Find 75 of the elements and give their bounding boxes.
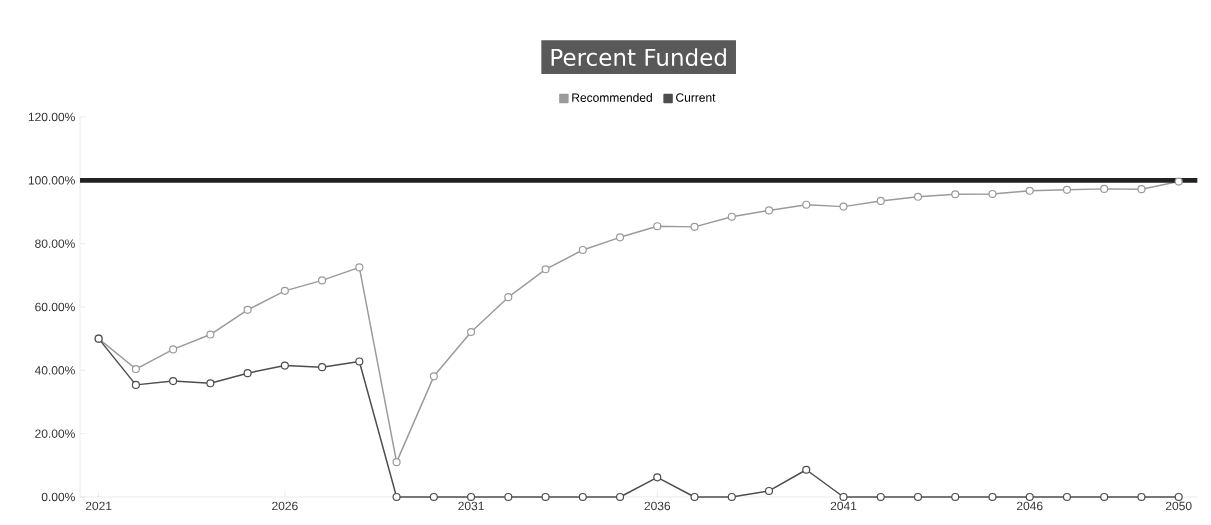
y-tick-label: 80.00%: [35, 239, 75, 248]
y-tick-label: 60.00%: [35, 302, 75, 312]
point: [913, 492, 923, 502]
x-tick-label: 2050: [1165, 501, 1192, 511]
point: [653, 222, 662, 231]
point: [318, 276, 327, 285]
point: [467, 492, 476, 502]
point: [690, 222, 699, 231]
point: [1025, 186, 1034, 195]
point: [802, 200, 811, 209]
point: [1100, 492, 1109, 502]
point: [169, 377, 178, 386]
x-tick-label: 2021: [85, 501, 112, 511]
point: [1137, 492, 1146, 502]
point: [913, 192, 923, 201]
point: [243, 369, 252, 378]
point: [392, 458, 401, 467]
point: [355, 357, 364, 366]
point: [169, 345, 178, 354]
y-tick-label: 20.00%: [35, 429, 75, 438]
point: [206, 330, 215, 339]
y-tick-label: 40.00%: [34, 366, 75, 375]
point: [541, 492, 550, 502]
point: [131, 364, 140, 374]
point: [206, 379, 215, 388]
point: [355, 263, 364, 272]
point: [690, 492, 699, 502]
legend-label: Recommended: [572, 93, 652, 102]
point: [764, 206, 774, 215]
point: [541, 265, 550, 274]
x-tick-label: 2026: [272, 501, 298, 511]
point: [1174, 177, 1183, 186]
point: [615, 233, 625, 242]
point: [951, 190, 960, 199]
point: [839, 492, 848, 502]
point: [988, 189, 997, 199]
x-tick-label: 2036: [644, 501, 671, 511]
point: [467, 327, 476, 337]
point: [727, 212, 736, 221]
point: [727, 492, 736, 502]
legend-label: Current: [676, 93, 716, 102]
point: [429, 372, 438, 381]
point: [1137, 185, 1146, 194]
y-tick-label: 120.00%: [28, 112, 75, 122]
y-tick-label: 0.00%: [41, 492, 75, 502]
x-tick-label: 2041: [830, 501, 857, 511]
point: [653, 473, 662, 482]
point: [1062, 185, 1072, 194]
point: [988, 492, 997, 502]
point: [764, 486, 774, 496]
point: [131, 380, 140, 389]
x-tick-label: 2046: [1016, 501, 1043, 511]
point: [392, 492, 401, 502]
point: [615, 492, 625, 502]
point: [1025, 492, 1034, 502]
chart-title: Percent Funded: [551, 48, 726, 67]
point: [578, 492, 587, 502]
point: [1174, 492, 1183, 502]
point: [504, 492, 513, 502]
point: [280, 286, 289, 295]
point: [280, 361, 289, 370]
point: [243, 305, 252, 314]
point: [1100, 184, 1109, 193]
point: [876, 492, 885, 502]
y-tick-label: 100.00%: [28, 176, 75, 185]
point: [951, 492, 960, 502]
point: [504, 293, 513, 302]
point: [839, 202, 848, 211]
point: [578, 245, 587, 255]
point: [802, 465, 811, 474]
point: [1062, 492, 1072, 502]
point: [429, 492, 438, 502]
point: [876, 196, 885, 205]
x-tick-label: 2031: [458, 501, 484, 511]
point: [318, 363, 327, 372]
